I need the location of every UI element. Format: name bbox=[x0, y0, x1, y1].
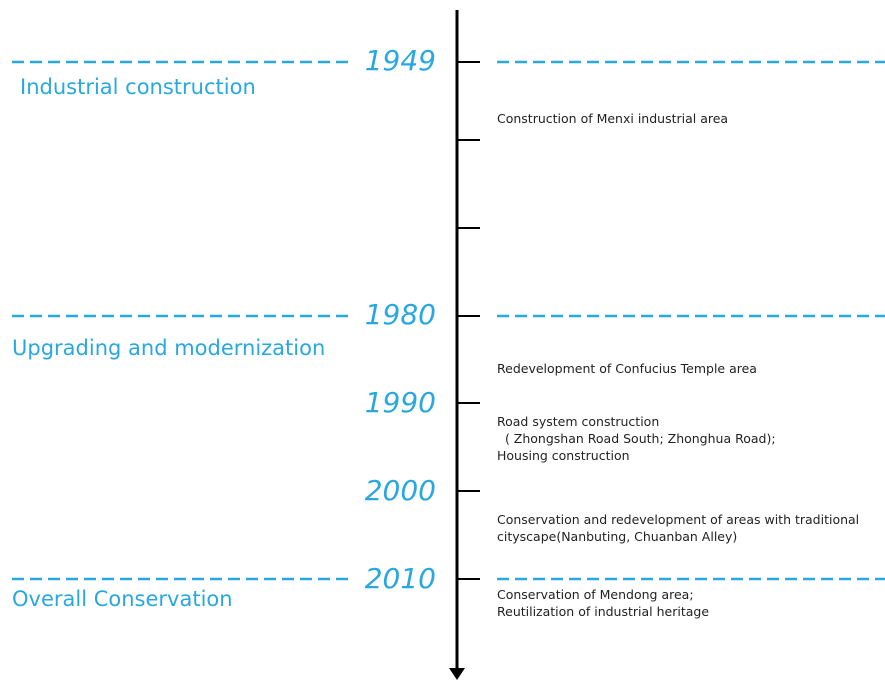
event-road-housing-construction: Road system construction ( Zhongshan Roa… bbox=[497, 414, 776, 463]
phase-label-overall-conservation: Overall Conservation bbox=[12, 587, 233, 611]
event-mendong-industrial-heritage: Conservation of Mendong area; Reutilizat… bbox=[497, 587, 710, 619]
event-confucius-temple-redevelopment: Redevelopment of Confucius Temple area bbox=[497, 361, 757, 376]
year-label-2010: 2010 bbox=[364, 562, 436, 595]
year-label-1990: 1990 bbox=[364, 386, 436, 419]
event-traditional-cityscape-conservation: Conservation and redevelopment of areas … bbox=[497, 512, 860, 544]
event-menxi-industrial-area: Construction of Menxi industrial area bbox=[497, 111, 729, 126]
time-axis-arrowhead bbox=[449, 668, 465, 680]
year-label-2000: 2000 bbox=[364, 474, 436, 507]
phase-label-industrial-construction: Industrial construction bbox=[20, 75, 256, 99]
phase-label-upgrading-modernization: Upgrading and modernization bbox=[12, 336, 326, 360]
year-label-1949: 1949 bbox=[364, 44, 436, 77]
year-label-1980: 1980 bbox=[364, 298, 436, 331]
